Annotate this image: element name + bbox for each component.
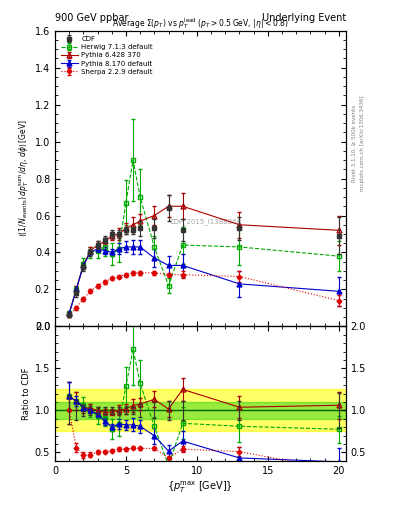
Bar [55,402,346,419]
Bar [55,390,346,432]
Y-axis label: $\langle(1/N_{\rm events})\,dp_T^{\rm sum}/d\eta,\,d\phi\rangle\,[{\rm GeV}]$: $\langle(1/N_{\rm events})\,dp_T^{\rm su… [17,120,31,238]
X-axis label: $\{p_T^{\max}$ [GeV]$\}$: $\{p_T^{\max}$ [GeV]$\}$ [167,480,233,495]
Legend: CDF, Herwig 7.1.3 default, Pythia 6.428 370, Pythia 8.170 default, Sherpa 2.2.9 : CDF, Herwig 7.1.3 default, Pythia 6.428 … [59,34,155,77]
Text: 900 GeV ppbar: 900 GeV ppbar [55,13,129,23]
Text: mcplots.cern.ch [arXiv:1306.3436]: mcplots.cern.ch [arXiv:1306.3436] [360,96,365,191]
Text: Underlying Event: Underlying Event [262,13,346,23]
Title: Average $\Sigma(p_T)$ vs $p_T^{\rm lead}$ ($p_T > 0.5\,{\rm GeV},\,|\eta| < 0.8$: Average $\Sigma(p_T)$ vs $p_T^{\rm lead}… [112,16,289,31]
Text: CDF_2015_I1388868: CDF_2015_I1388868 [170,218,242,225]
Y-axis label: Ratio to CDF: Ratio to CDF [22,367,31,420]
Text: Rivet 3.1.10, ≥ 500k events: Rivet 3.1.10, ≥ 500k events [352,105,357,182]
